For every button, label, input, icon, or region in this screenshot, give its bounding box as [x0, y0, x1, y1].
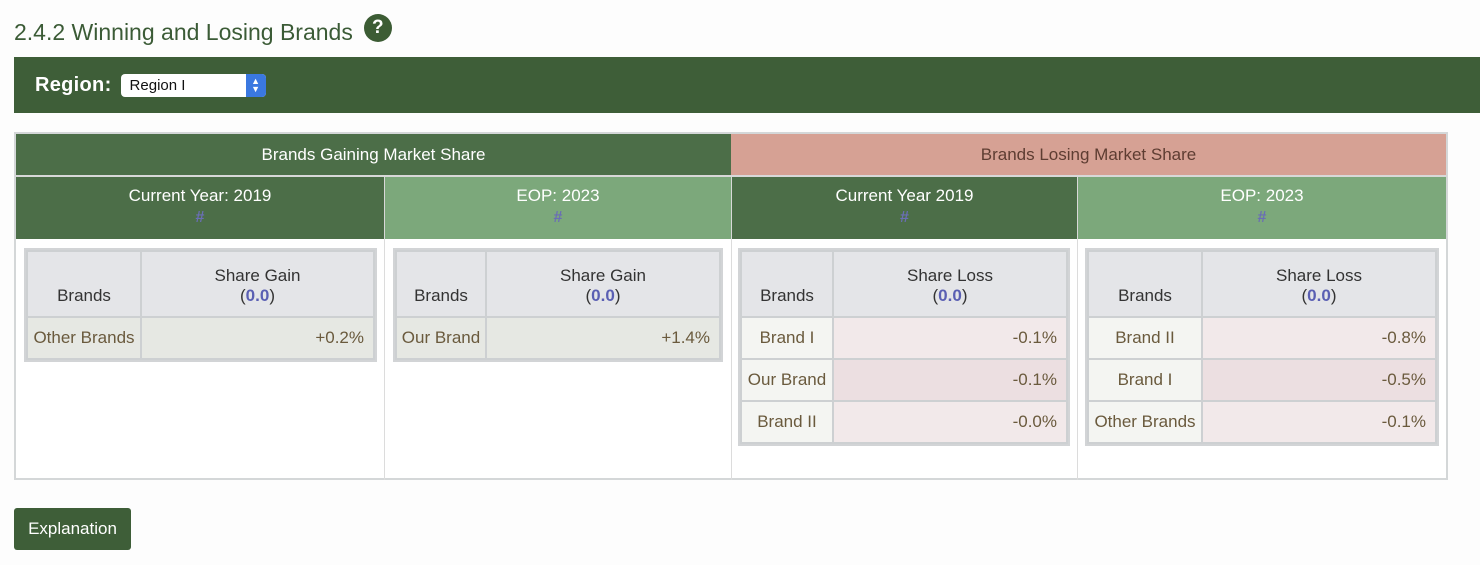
value-cell: +0.2%: [140, 316, 375, 360]
brand-cell: Brand II: [1087, 316, 1203, 360]
brand-cell: Other Brands: [1087, 400, 1203, 444]
region-bar: Region: Region I ▲ ▼: [14, 57, 1480, 113]
brand-cell: Our Brand: [395, 316, 487, 360]
share-gain-table-eop: Brands Share Gain (0.0) Our Brand +1.4%: [393, 248, 723, 362]
hash-link[interactable]: #: [195, 209, 205, 226]
title-row: 2.4.2 Winning and Losing Brands ?: [14, 12, 392, 52]
region-select[interactable]: Region I ▲ ▼: [120, 73, 266, 97]
share-gain-total: 0.0: [245, 286, 270, 305]
brand-cell: Brand I: [1087, 358, 1203, 402]
explanation-button[interactable]: Explanation: [14, 508, 131, 550]
share-gain-total: 0.0: [591, 286, 615, 305]
share-loss-total: 0.0: [1307, 286, 1331, 305]
hash-link[interactable]: #: [1257, 209, 1267, 226]
share-loss-table-current: Brands Share Loss (0.0) Brand I -0.1% Our…: [738, 248, 1070, 446]
column-title: Current Year 2019: [835, 186, 974, 205]
column-header-loss-eop: EOP: 2023 #: [1077, 175, 1446, 239]
brand-cell: Other Brands: [26, 316, 142, 360]
hash-link[interactable]: #: [553, 209, 563, 226]
column-title: Current Year: 2019: [128, 186, 272, 205]
column-header-loss-current: Current Year 2019 #: [731, 175, 1077, 239]
value-cell: -0.1%: [832, 316, 1068, 360]
column-title: EOP: 2023: [1220, 186, 1304, 205]
share-loss-total: 0.0: [938, 286, 962, 305]
share-loss-table-eop: Brands Share Loss (0.0) Brand II -0.8% Br…: [1085, 248, 1439, 446]
share-gain-column-header: Share Gain (0.0): [140, 250, 375, 318]
table-row: Brand II -0.0%: [740, 400, 1068, 444]
brand-cell: Brand II: [740, 400, 834, 444]
brands-column-header: Brands: [26, 250, 142, 318]
chevron-up-down-icon: ▲ ▼: [245, 73, 266, 97]
region-select-value: Region I: [129, 76, 186, 94]
share-loss-column-header: Share Loss (0.0): [832, 250, 1068, 318]
table-row: Brand II -0.8%: [1087, 316, 1437, 360]
value-cell: +1.4%: [485, 316, 721, 360]
brand-cell: Our Brand: [740, 358, 834, 402]
share-loss-column-header: Share Loss (0.0): [1201, 250, 1437, 318]
column-divider: [1077, 239, 1078, 480]
table-row: Other Brands -0.1%: [1087, 400, 1437, 444]
share-gain-column-header: Share Gain (0.0): [485, 250, 721, 318]
value-cell: -0.1%: [1201, 400, 1437, 444]
help-icon[interactable]: ?: [363, 14, 392, 42]
value-cell: -0.5%: [1201, 358, 1437, 402]
region-label: Region:: [35, 73, 112, 96]
column-header-gain-current: Current Year: 2019 #: [16, 175, 384, 239]
value-cell: -0.8%: [1201, 316, 1437, 360]
table-row: Our Brand -0.1%: [740, 358, 1068, 402]
column-divider: [731, 239, 732, 480]
table-row: Brand I -0.1%: [740, 316, 1068, 360]
brands-column-header: Brands: [740, 250, 834, 318]
value-cell: -0.1%: [832, 358, 1068, 402]
table-row: Our Brand +1.4%: [395, 316, 721, 360]
share-gain-table-current: Brands Share Gain (0.0) Other Brands +0.2…: [24, 248, 377, 362]
market-share-table: Brands Gaining Market Share Brands Losin…: [14, 132, 1448, 480]
brand-cell: Brand I: [740, 316, 834, 360]
column-title: EOP: 2023: [516, 186, 600, 205]
losing-header: Brands Losing Market Share: [731, 134, 1446, 175]
table-row: Other Brands +0.2%: [26, 316, 375, 360]
brands-column-header: Brands: [395, 250, 487, 318]
column-divider: [384, 239, 385, 480]
column-header-gain-eop: EOP: 2023 #: [384, 175, 731, 239]
gaining-header: Brands Gaining Market Share: [16, 134, 731, 175]
value-cell: -0.0%: [832, 400, 1068, 444]
table-row: Brand I -0.5%: [1087, 358, 1437, 402]
hash-link[interactable]: #: [900, 209, 909, 226]
brands-column-header: Brands: [1087, 250, 1203, 318]
page-title: 2.4.2 Winning and Losing Brands: [14, 18, 353, 45]
